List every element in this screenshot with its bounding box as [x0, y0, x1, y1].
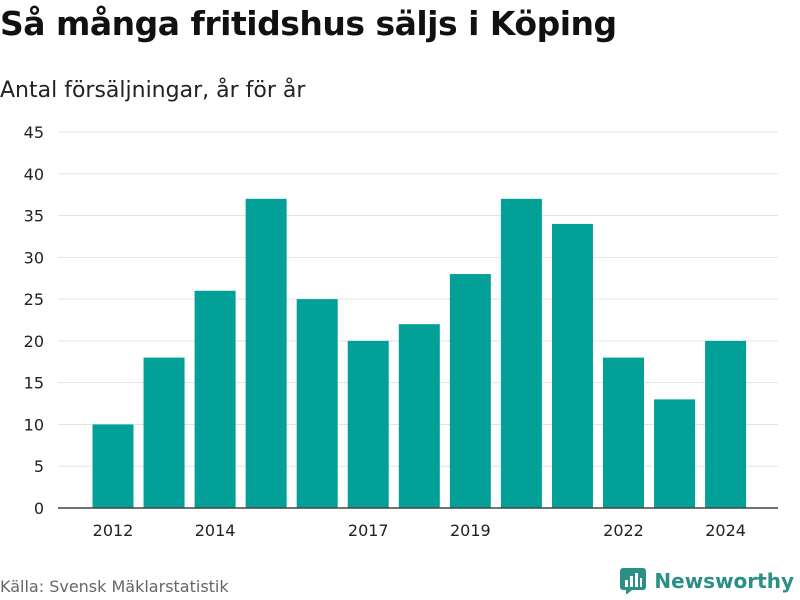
- x-tick-label: 2024: [705, 521, 746, 540]
- y-tick-label: 35: [24, 207, 44, 226]
- chart-title: Så många fritidshus säljs i Köping: [0, 4, 617, 43]
- bar-2018: [398, 324, 440, 508]
- y-tick-label: 0: [34, 499, 44, 518]
- bar-2022: [603, 357, 644, 508]
- y-tick-labels: 0 5 10 15 20 25 30 35 40 45: [24, 123, 44, 518]
- x-tick-label: 2019: [450, 521, 491, 540]
- y-tick-label: 25: [24, 290, 44, 309]
- bar-2013: [143, 357, 185, 508]
- x-tick-label: 2017: [348, 521, 389, 540]
- y-tick-label: 20: [24, 332, 44, 351]
- y-tick-label: 30: [24, 248, 44, 267]
- bar-2019: [449, 274, 491, 508]
- bar-chart-logo-icon: [620, 568, 647, 594]
- x-tick-label: 2012: [93, 521, 134, 540]
- bar-2012: [92, 424, 134, 508]
- bar-2020: [500, 198, 542, 508]
- x-tick-labels: 2012 2014 2017 2019 2022 2024: [93, 521, 746, 540]
- y-tick-label: 15: [24, 374, 44, 393]
- bar-2023: [654, 399, 696, 508]
- bar-2016: [296, 299, 338, 508]
- brand-logo: Newsworthy: [620, 568, 794, 594]
- y-tick-label: 10: [24, 415, 44, 434]
- bar-2024: [705, 340, 747, 508]
- source-note: Källa: Svensk Mäklarstatistik: [0, 577, 229, 596]
- bar-2017: [347, 340, 389, 508]
- chart-subtitle: Antal försäljningar, år för år: [0, 78, 306, 103]
- y-tick-label: 5: [34, 457, 44, 476]
- brand-name: Newsworthy: [654, 569, 794, 593]
- bar-2021: [551, 223, 593, 508]
- bar-2014: [194, 290, 236, 508]
- bar-2015: [245, 198, 287, 508]
- bars: [92, 198, 747, 508]
- y-tick-label: 40: [24, 165, 44, 184]
- x-tick-label: 2022: [603, 521, 644, 540]
- x-tick-label: 2014: [195, 521, 236, 540]
- y-tick-label: 45: [24, 123, 44, 142]
